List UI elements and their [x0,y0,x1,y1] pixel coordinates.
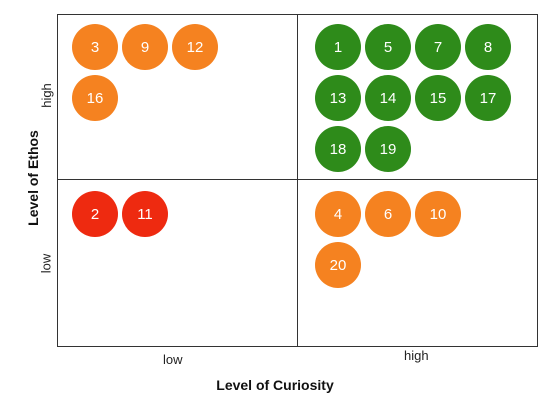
circle-9: 9 [122,24,168,70]
circle-8: 8 [465,24,511,70]
circle-6: 6 [365,191,411,237]
x-axis-label: Level of Curiosity [216,377,334,393]
horizontal-divider [57,179,538,180]
x-tick-low: low [163,352,183,367]
circle-14: 14 [365,75,411,121]
circle-16: 16 [72,75,118,121]
circle-3: 3 [72,24,118,70]
circle-11: 11 [122,191,168,237]
circle-20: 20 [315,242,361,288]
circle-18: 18 [315,126,361,172]
circle-2: 2 [72,191,118,237]
circle-4: 4 [315,191,361,237]
y-axis-label: Level of Ethos [24,130,41,226]
y-tick-high: high [38,83,54,108]
vertical-divider [297,14,298,347]
x-tick-high: high [404,348,429,363]
circle-5: 5 [365,24,411,70]
circle-17: 17 [465,75,511,121]
y-tick-low: low [38,253,54,274]
circle-19: 19 [365,126,411,172]
circle-12: 12 [172,24,218,70]
circle-10: 10 [415,191,461,237]
circle-15: 15 [415,75,461,121]
circle-1: 1 [315,24,361,70]
circle-13: 13 [315,75,361,121]
circle-7: 7 [415,24,461,70]
